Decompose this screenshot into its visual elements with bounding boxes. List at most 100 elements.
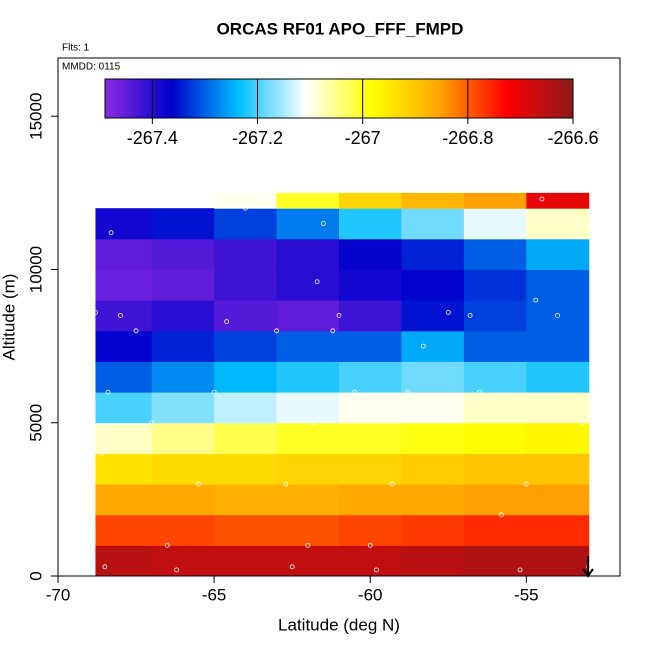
heatmap-cell [526,361,590,393]
heatmap-cell [339,300,402,332]
heatmap-cell [401,330,465,362]
heatmap-cell [95,422,153,454]
heatmap-cell [401,238,465,270]
track-point [405,389,411,395]
heatmap-cell [339,330,402,362]
colorbar [104,78,574,119]
heatmap-cell [401,422,465,454]
track-point [108,230,114,236]
heatmap-cell [401,453,465,485]
heatmap-cell [214,392,278,424]
heatmap-cell [339,208,402,240]
track-point [196,481,201,487]
flight-track [93,196,592,573]
track-point [105,389,111,395]
heatmap-cell [339,484,402,516]
x-axis-label: Latitude (deg N) [278,615,400,634]
heatmap-cell [95,453,153,485]
heatmap-cell [151,330,215,362]
heatmap-cell [151,514,215,546]
track-point [477,389,482,395]
x-tick-label: -60 [358,585,383,604]
heatmap-cell [276,514,340,546]
heatmap-cell [276,238,340,270]
track-point [261,199,267,205]
heatmap-cell [151,453,215,485]
heatmap-cell [214,238,278,270]
heatmap-cell [463,514,527,546]
heatmap-cell [401,300,465,332]
heatmap-cell [214,422,278,454]
heatmap-cell [95,392,153,424]
track-point [445,310,451,315]
direction-arrow [582,556,594,578]
heatmap-cell [401,269,465,301]
heatmap-cell [401,514,465,546]
colorbar-tick-label: -266.6 [547,128,598,148]
heatmap-cell [339,392,402,424]
track-point [498,512,504,518]
track-point [99,450,105,456]
heatmap-cell [151,422,215,454]
heatmap-cell [95,238,153,270]
track-point [133,328,139,334]
heatmap-cell [214,361,278,393]
track-point [539,196,545,202]
heatmap-cell [463,330,527,362]
heatmap-cell [526,392,590,424]
heatmap-cell [214,545,278,577]
heatmap-cell [95,300,153,332]
track-point [467,313,473,318]
heatmap-cell [463,453,527,485]
heatmap-cell [463,300,527,332]
track-point [164,542,170,548]
heatmap-cell [151,208,215,240]
heatmap-cell [339,192,402,209]
track-point [305,542,311,548]
heatmap-cell [526,422,590,454]
track-point [389,481,395,487]
heatmap-cell [151,484,215,516]
heatmap-cell [526,484,590,516]
heatmap-cell [276,269,340,301]
track-point [330,328,336,334]
track-point [517,567,523,573]
heatmap-cell [526,545,590,577]
track-point [102,564,108,570]
track-point [224,319,230,324]
heatmap-cell [401,484,465,516]
heatmap-cell [463,269,527,301]
heatmap-cell [276,361,340,393]
x-tick-label: -70 [46,585,71,604]
heatmap-cell [151,545,215,577]
y-tick-label: 10000 [26,246,45,293]
heatmap-cell [276,208,340,240]
heatmap-cell [95,208,153,240]
track-point [420,343,426,349]
track-point [314,279,320,285]
heatmap-cell [276,545,340,577]
heatmap-cell [401,392,465,424]
heatmap-cell [276,392,340,424]
heatmap-cell [526,514,590,546]
x-tick-label: -65 [202,585,227,604]
heatmap-cell [463,238,527,270]
heatmap-cell [526,330,590,362]
heatmap-cell [151,392,215,424]
heatmap-cell [95,269,153,301]
track-point [580,420,585,426]
track-point [374,567,379,573]
heatmap-cell [463,422,527,454]
heatmap [95,192,590,577]
track-point [311,420,317,426]
heatmap-cell [151,238,215,270]
heatmap-cell [214,453,278,485]
heatmap-cell [463,208,527,240]
track-point [174,567,180,573]
heatmap-cell [339,269,402,301]
heatmap-cell [401,361,465,393]
heatmap-cell [276,192,340,209]
track-point [320,221,326,226]
heatmap-cell [401,208,465,240]
